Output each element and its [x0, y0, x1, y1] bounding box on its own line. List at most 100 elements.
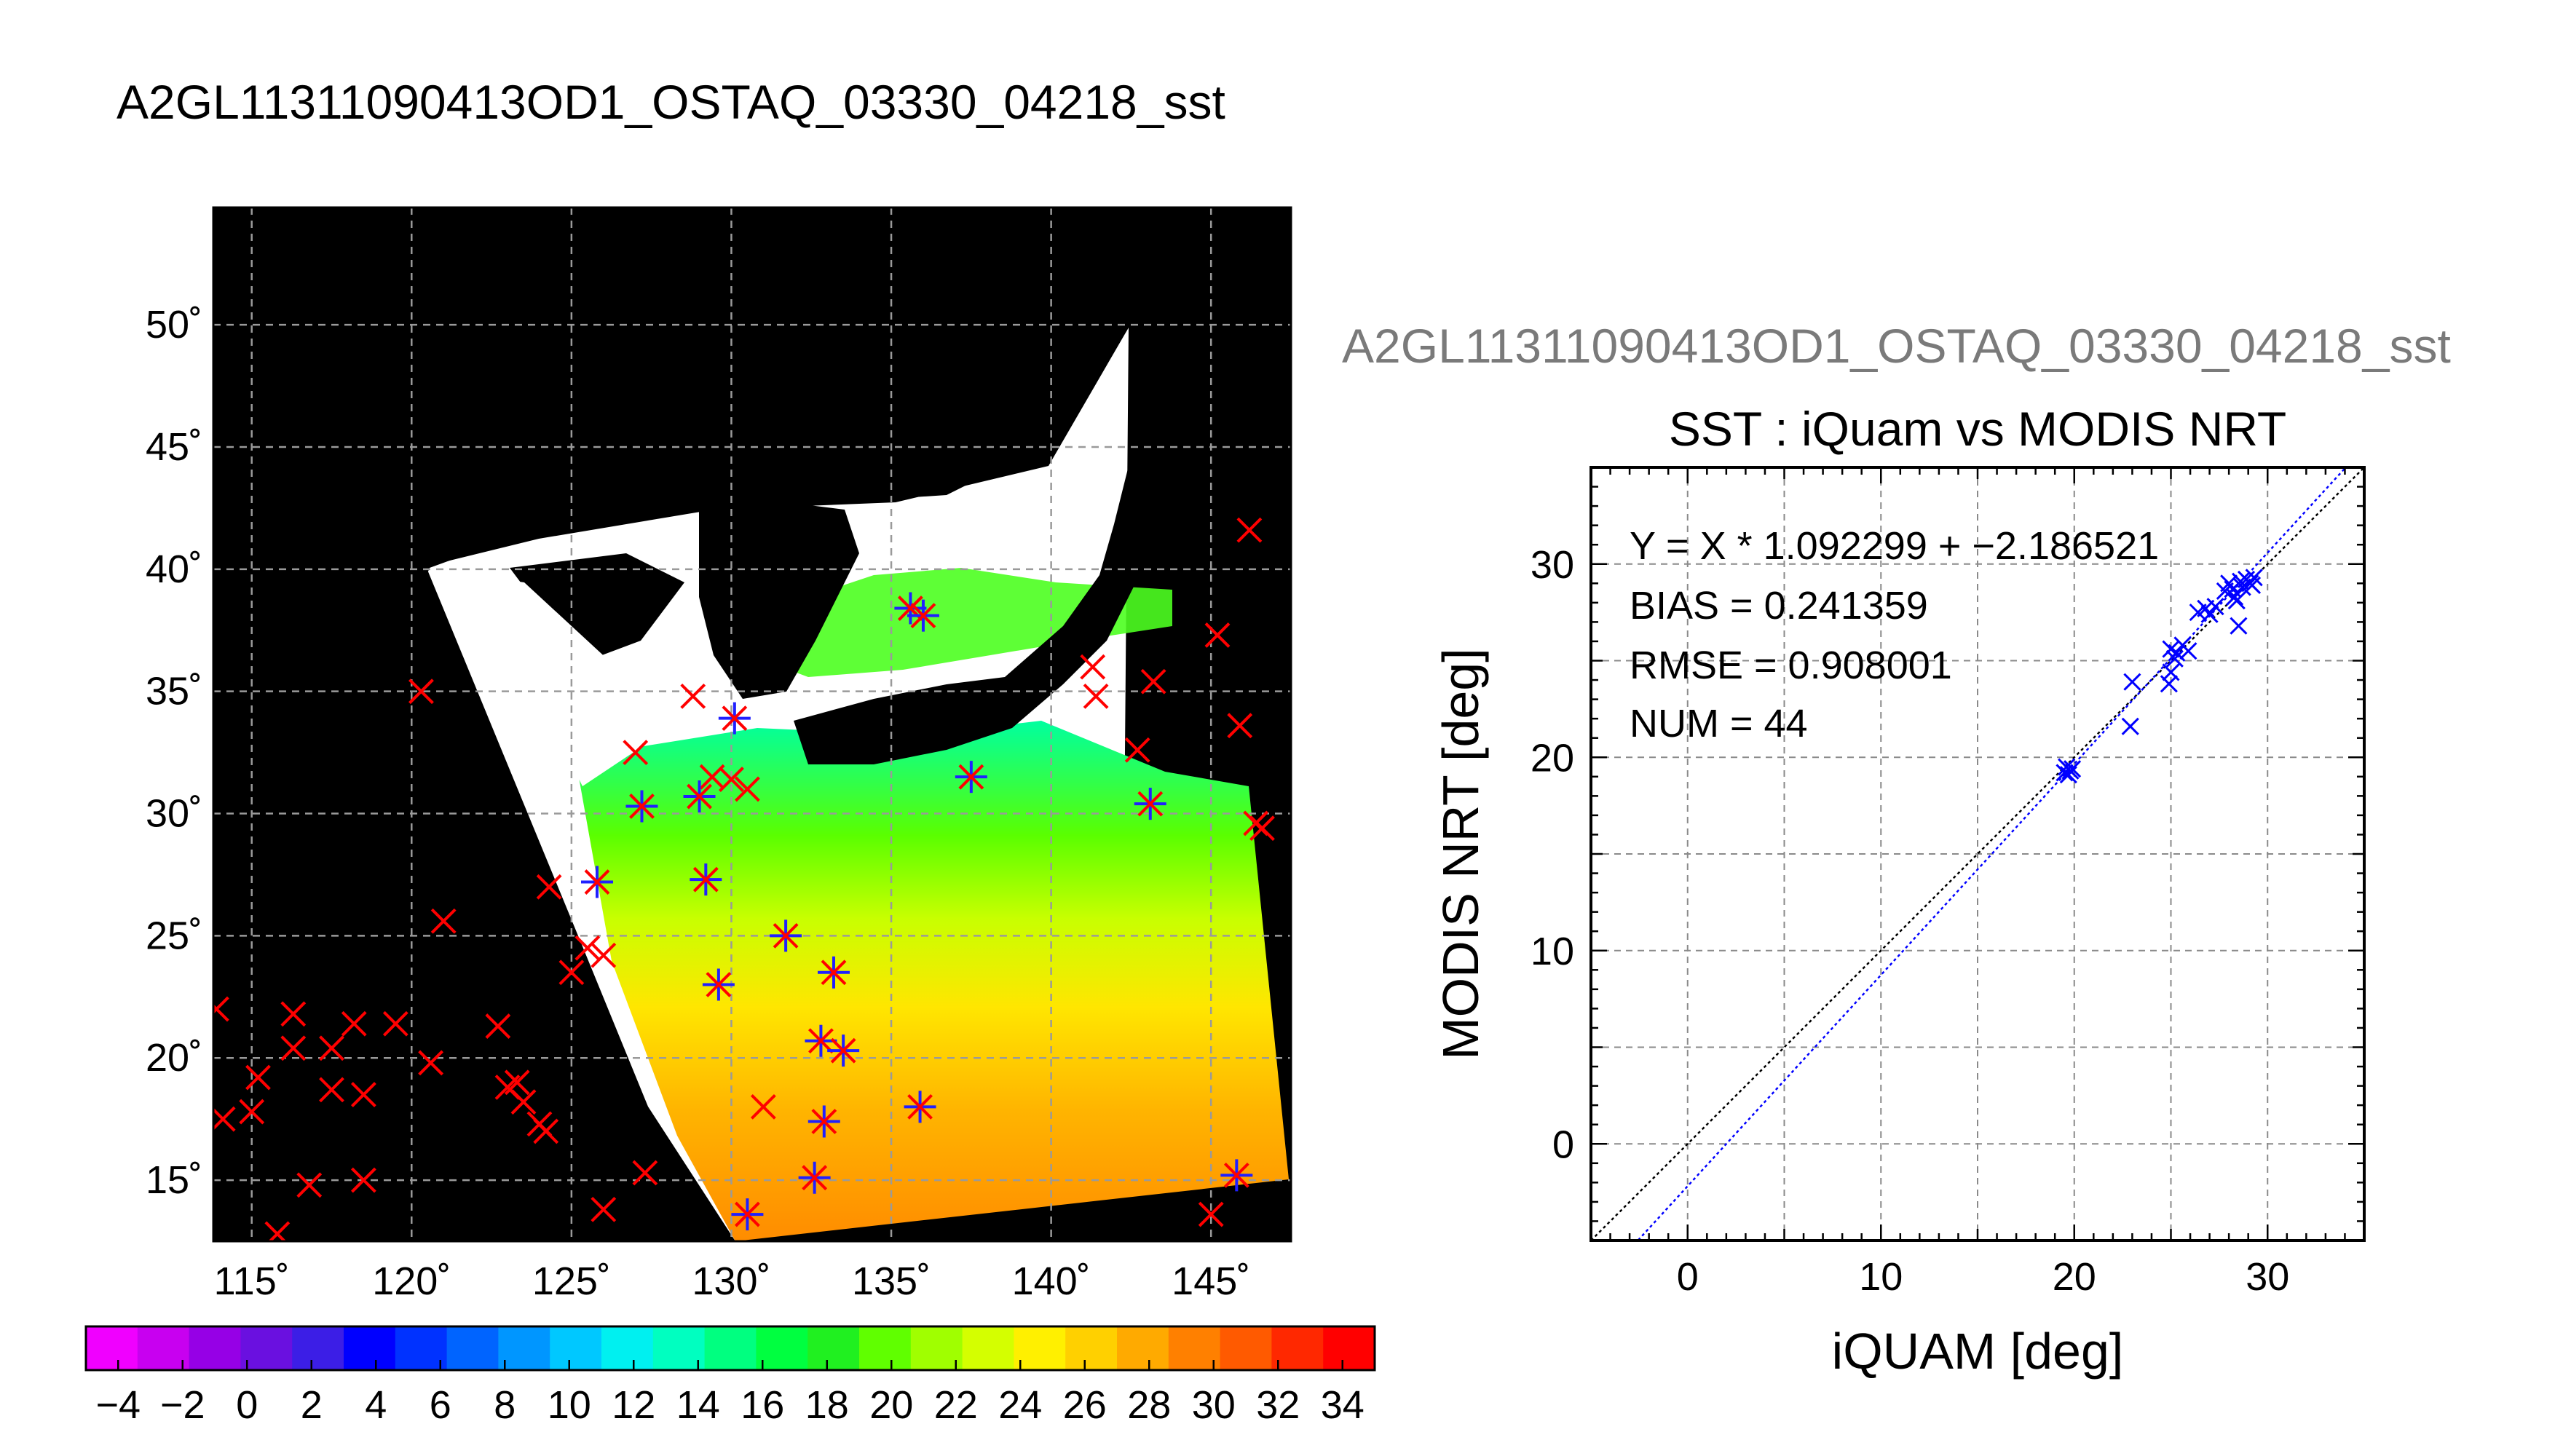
buoy-marker	[1236, 517, 1263, 543]
rmse-value: RMSE = 0.908001	[1630, 644, 1952, 687]
map-lon-tick-label: 140˚	[1012, 1259, 1091, 1303]
buoy-marker	[485, 1013, 511, 1040]
buoy-marker	[408, 678, 434, 705]
buoy-marker	[750, 1093, 776, 1120]
colorbar-tick-label: −2	[160, 1383, 205, 1427]
matched-marker	[910, 603, 936, 629]
buoy-markers	[213, 517, 1275, 1241]
scatter-point	[2230, 617, 2248, 635]
sst-colorbar: −4 −2 0 2 4 6 8 10 12 14 16 18 20 22 24 26 28 30 32 34	[84, 1325, 1376, 1427]
regression-line	[1636, 467, 2347, 1241]
buoy-marker	[591, 942, 617, 968]
buoy-marker	[680, 683, 706, 709]
matched-marker	[722, 705, 748, 732]
scatter-point	[2165, 649, 2184, 668]
colorbar-cell	[395, 1326, 448, 1370]
colorbar-tick-label: 16	[741, 1383, 784, 1427]
buoy-marker	[719, 767, 744, 792]
map-lat-tick-label: 50˚	[146, 303, 202, 347]
buoy-marker	[591, 1196, 617, 1222]
scatter-point	[2245, 569, 2263, 587]
map-lat-tick-label: 35˚	[146, 670, 202, 713]
colorbar-cell	[137, 1326, 190, 1370]
buoy-marker	[574, 935, 601, 961]
buoy-marker	[267, 1221, 291, 1241]
scatter-point	[2162, 663, 2180, 681]
matched-marker	[706, 972, 732, 997]
scatter-ytick-label: 20	[1531, 736, 1574, 780]
colorbar-tick-label: 0	[236, 1383, 258, 1427]
buoy-marker	[1204, 622, 1231, 648]
colorbar-cell	[1014, 1326, 1066, 1370]
colorbar-cell	[86, 1326, 138, 1370]
map-lon-tick-label: 145˚	[1172, 1259, 1250, 1303]
buoy-marker	[341, 1010, 367, 1037]
buoy-marker	[418, 1050, 444, 1076]
scatter-point	[2179, 642, 2197, 660]
map-lat-tick-label: 25˚	[146, 914, 202, 957]
buoy-marker	[1140, 668, 1166, 695]
colorbar-tick-label: 26	[1063, 1383, 1107, 1427]
colorbar-cell	[498, 1326, 550, 1370]
buoy-marker	[430, 908, 457, 934]
colorbar-cell	[807, 1326, 860, 1370]
scatter-ticks: 0 10 20 30 0 10 20 30	[1531, 466, 2366, 1299]
page-title: A2GL11311090413OD1_OSTAQ_03330_04218_sst	[117, 75, 1225, 129]
matched-marker	[629, 794, 655, 819]
scatter-xtick-label: 0	[1677, 1255, 1699, 1299]
scatter-point	[2206, 598, 2224, 616]
land-japan	[794, 466, 1150, 764]
buoy-marker	[734, 776, 760, 802]
map-lat-tick-label: 20˚	[146, 1036, 202, 1080]
scatter-xtick-label: 20	[2053, 1255, 2096, 1299]
matched-marker	[1137, 791, 1164, 817]
map-axis-labels: 115˚ 120˚ 125˚ 130˚ 135˚ 140˚ 145˚ 50˚ 45˚ 40˚ 35˚…	[146, 303, 1250, 1303]
scatter-point	[2123, 673, 2141, 691]
land-china-north	[213, 207, 1291, 1241]
bias-value: BIAS = 0.241359	[1630, 584, 1928, 628]
scatter-ytick-label: 30	[1531, 543, 1574, 587]
matched-marker	[734, 1201, 760, 1227]
colorbar-cell	[240, 1326, 293, 1370]
colorbar-cell	[344, 1326, 396, 1370]
buoy-marker	[245, 1064, 271, 1091]
map-lon-tick-label: 130˚	[692, 1259, 770, 1303]
buoy-marker	[296, 1172, 323, 1198]
map-frame	[212, 206, 1292, 1243]
regression-equation: Y = X * 1.092299 + −2.186521	[1630, 524, 2159, 568]
matched-marker	[773, 922, 799, 949]
colorbar-cell	[756, 1326, 808, 1370]
colorbar-cell	[1117, 1326, 1169, 1370]
map-lat-tick-label: 30˚	[146, 792, 202, 836]
colorbar-tick-label: 2	[301, 1383, 323, 1427]
matched-marker	[808, 1028, 834, 1054]
colorbar-tick-label: 22	[934, 1383, 978, 1427]
buoy-marker	[280, 1035, 307, 1061]
scatter-xtick-label: 10	[1859, 1255, 1903, 1299]
scatter-points	[2056, 569, 2263, 784]
colorbar-tick-label: 14	[676, 1383, 720, 1427]
buoy-marker	[1080, 654, 1106, 680]
colorbar-tick-label: 6	[430, 1383, 451, 1427]
map-lon-tick-label: 135˚	[852, 1259, 931, 1303]
buoy-marker	[319, 1077, 344, 1103]
sst-field	[575, 721, 1289, 1241]
matched-marker	[811, 1109, 837, 1134]
map-lat-tick-label: 45˚	[146, 425, 202, 469]
buoy-marker	[213, 996, 229, 1015]
map-lon-tick-label: 125˚	[532, 1259, 611, 1303]
buoy-marker	[632, 1160, 658, 1186]
colorbar-tick-label: 24	[998, 1383, 1042, 1427]
colorbar-cell	[292, 1326, 344, 1370]
colorbar-tick-label: 10	[548, 1383, 591, 1427]
colorbar-cell	[910, 1326, 963, 1370]
buoy-marker	[350, 1082, 376, 1107]
buoy-marker	[1124, 737, 1150, 763]
colorbar-cell	[1323, 1326, 1375, 1370]
matched-marker	[958, 764, 984, 790]
matched-marker	[584, 869, 610, 895]
matched-marker	[1223, 1162, 1249, 1188]
scatter-ytick-label: 10	[1531, 930, 1574, 973]
buoy-marker	[1227, 713, 1253, 739]
colorbar-cell	[859, 1326, 912, 1370]
